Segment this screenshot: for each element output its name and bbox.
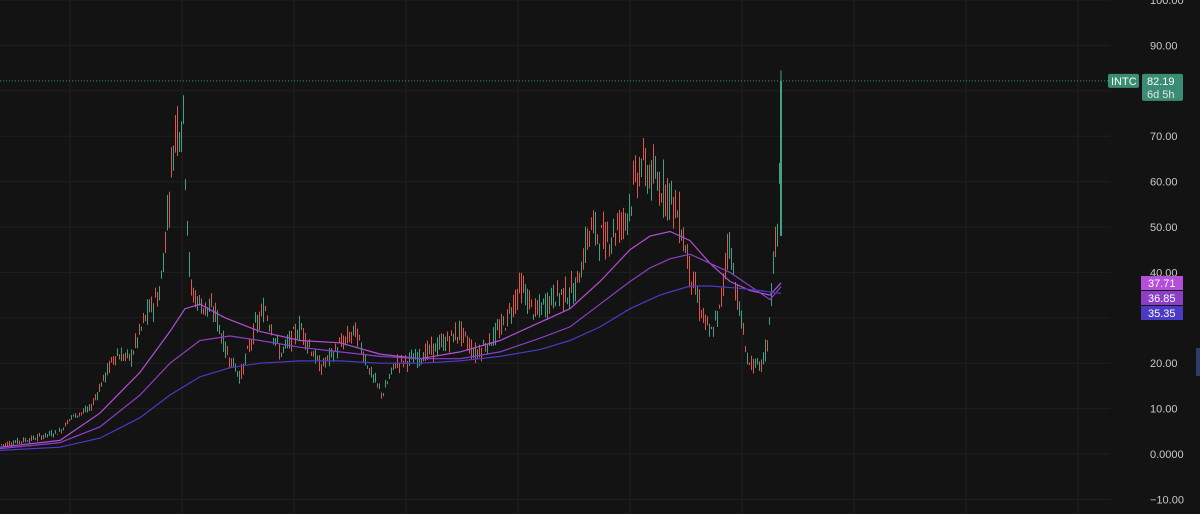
y-axis-tick-label: 60.00	[1150, 177, 1178, 189]
ma-value-badge	[1141, 291, 1183, 305]
ma-value-label: 36.85	[1148, 293, 1176, 305]
last-candle[interactable]	[780, 80, 782, 237]
countdown-label: 6d 5h	[1147, 89, 1175, 101]
ma-value-badge	[1141, 306, 1183, 320]
y-axis-tick-label: 70.00	[1150, 131, 1178, 143]
moving-average-line[interactable]	[0, 230, 782, 448]
y-axis-tick-label: 50.00	[1150, 222, 1178, 234]
candlestick-series[interactable]	[1, 70, 783, 448]
symbol-label: INTC	[1111, 76, 1137, 88]
y-axis[interactable]: 100.0090.0070.0060.0050.0040.0020.0010.0…	[1150, 0, 1184, 506]
y-axis-tick-label: 20.00	[1150, 358, 1178, 370]
scroll-handle[interactable]	[1196, 348, 1200, 376]
symbol-badge	[1108, 73, 1139, 88]
ma-value-badge	[1141, 276, 1183, 290]
y-axis-tick-label: 0.0000	[1150, 449, 1184, 461]
y-axis-tick-label: −10.00	[1150, 494, 1184, 506]
ma-value-label: 35.35	[1148, 308, 1176, 320]
moving-average-lines[interactable]	[0, 230, 782, 451]
y-axis-tick-label: 90.00	[1150, 40, 1178, 52]
last-price-label: 82.19	[1147, 76, 1175, 88]
moving-average-line[interactable]	[0, 253, 782, 450]
ma-value-label: 37.71	[1148, 278, 1176, 290]
y-axis-tick-label: 10.00	[1150, 404, 1178, 416]
moving-average-line[interactable]	[0, 285, 782, 451]
last-price-badge	[1142, 73, 1183, 101]
y-axis-tick-label: 100.00	[1150, 0, 1184, 7]
